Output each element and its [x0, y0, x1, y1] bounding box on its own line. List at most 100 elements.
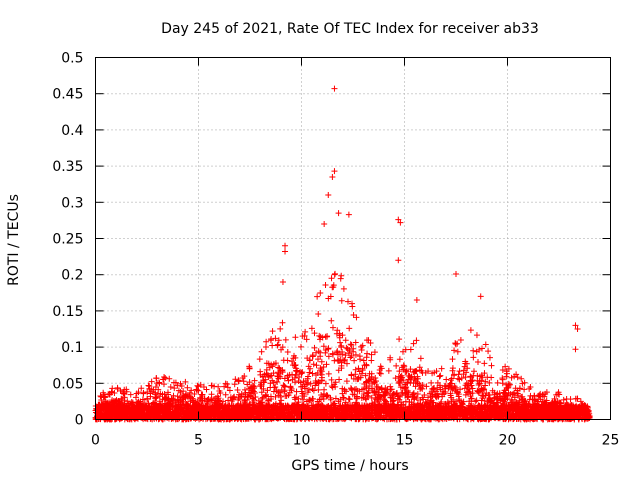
data-point — [482, 341, 489, 348]
data-point — [410, 390, 417, 397]
data-point — [308, 325, 315, 332]
data-point — [268, 403, 275, 410]
data-point — [510, 391, 517, 398]
data-point — [171, 385, 178, 392]
data-point — [521, 415, 528, 422]
data-point — [97, 393, 104, 400]
data-point — [259, 394, 266, 401]
data-point — [160, 381, 167, 388]
data-point — [316, 332, 323, 339]
data-point — [332, 379, 339, 386]
data-point — [117, 387, 124, 394]
data-point — [241, 386, 248, 393]
data-point — [350, 348, 357, 355]
data-point — [222, 391, 229, 398]
data-point — [522, 397, 529, 404]
data-point — [157, 412, 164, 419]
data-point — [328, 376, 335, 383]
data-point — [275, 337, 282, 344]
data-point — [179, 408, 186, 415]
data-point — [128, 411, 135, 418]
data-point — [349, 391, 356, 398]
data-point — [529, 396, 536, 403]
data-point — [299, 369, 306, 376]
data-point — [456, 408, 463, 415]
data-point — [420, 396, 427, 403]
data-point — [577, 398, 584, 405]
data-point — [514, 374, 521, 381]
data-point — [181, 415, 188, 422]
data-point — [534, 413, 541, 420]
data-point — [331, 271, 338, 278]
data-point — [542, 399, 549, 406]
data-point — [198, 402, 205, 409]
data-point — [407, 379, 414, 386]
data-point — [441, 383, 448, 390]
data-point — [155, 415, 162, 422]
data-point — [170, 392, 177, 399]
data-point — [428, 379, 435, 386]
data-point — [101, 393, 108, 400]
data-point — [263, 370, 270, 377]
data-point — [322, 282, 329, 289]
data-point — [352, 351, 359, 358]
data-point — [135, 389, 142, 396]
data-point — [161, 374, 168, 381]
data-point — [449, 365, 456, 372]
data-point — [427, 397, 434, 404]
data-point — [318, 412, 325, 419]
data-point — [473, 348, 480, 355]
data-point — [193, 386, 200, 393]
data-point — [347, 354, 354, 361]
data-point — [394, 395, 401, 402]
data-point — [313, 362, 320, 369]
data-point — [551, 395, 558, 402]
data-point — [338, 344, 345, 351]
data-point — [292, 371, 299, 378]
data-point — [343, 408, 350, 415]
data-point — [365, 403, 372, 410]
data-point — [366, 370, 373, 377]
data-point — [572, 403, 579, 410]
data-point — [479, 345, 486, 352]
data-point — [292, 361, 299, 368]
data-point — [356, 409, 363, 416]
data-point — [328, 275, 335, 282]
data-point — [194, 387, 201, 394]
data-point — [371, 379, 378, 386]
data-point — [323, 393, 330, 400]
data-point — [457, 337, 464, 344]
data-point — [356, 388, 363, 395]
data-point — [534, 398, 541, 405]
data-point — [291, 379, 298, 386]
data-point — [390, 397, 397, 404]
data-point — [270, 370, 277, 377]
data-point — [454, 389, 461, 396]
data-point — [167, 383, 174, 390]
data-point — [174, 382, 181, 389]
data-point — [271, 384, 278, 391]
data-point — [438, 365, 445, 372]
data-point — [316, 336, 323, 343]
data-point — [334, 348, 341, 355]
data-point — [429, 408, 436, 415]
data-point — [121, 394, 128, 401]
data-point — [182, 378, 189, 385]
data-point — [377, 413, 384, 420]
data-point — [407, 366, 414, 373]
data-point — [264, 387, 271, 394]
data-point — [400, 348, 406, 355]
data-point — [476, 404, 483, 411]
data-point — [384, 386, 391, 393]
data-point — [334, 406, 341, 413]
data-point — [315, 380, 322, 387]
data-point — [277, 373, 284, 380]
data-point — [449, 405, 456, 412]
data-point — [212, 394, 219, 401]
data-point — [279, 344, 286, 351]
data-point — [487, 397, 494, 404]
data-point — [432, 403, 439, 410]
data-point — [305, 406, 312, 413]
data-point — [155, 386, 162, 393]
data-point — [257, 368, 264, 375]
